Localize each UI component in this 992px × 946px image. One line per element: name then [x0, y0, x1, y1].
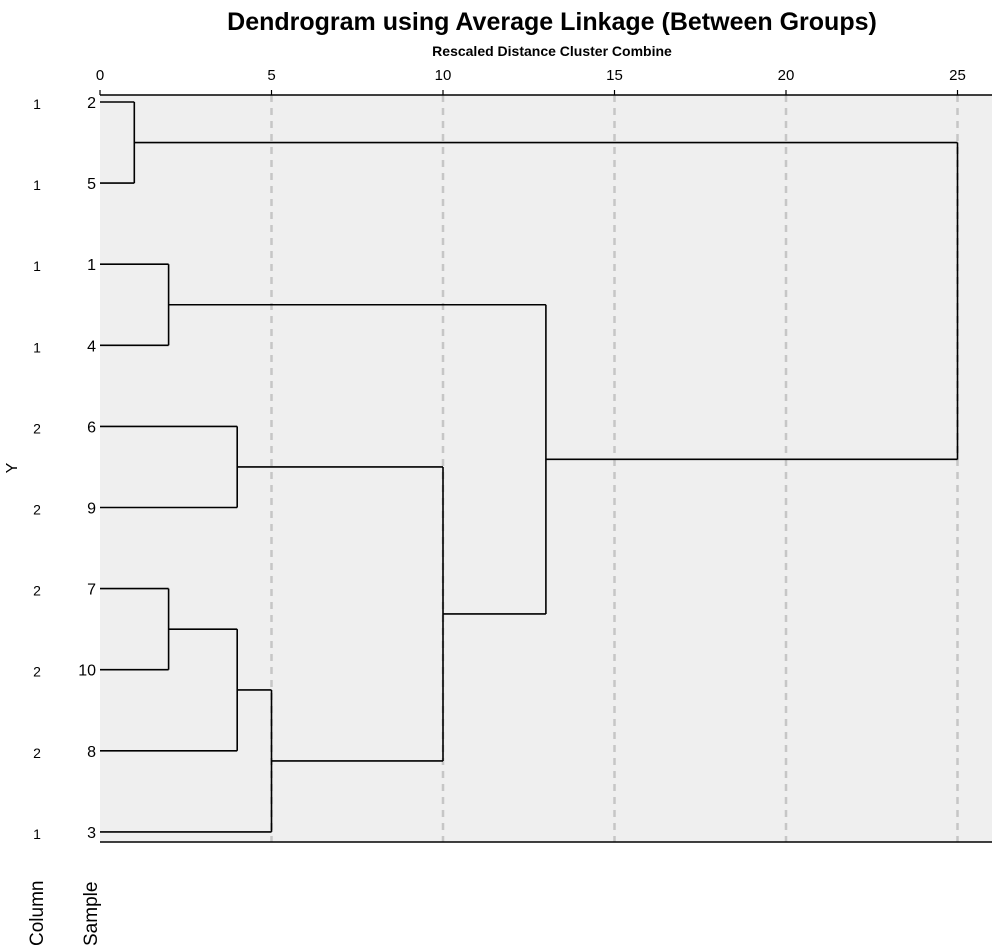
leaf-value-3: 1	[33, 826, 41, 842]
chart-title: Dendrogram using Average Linkage (Betwee…	[227, 8, 877, 36]
leaf-value-2: 1	[33, 96, 41, 112]
leaf-value-7: 2	[33, 583, 41, 599]
leaf-label-5: 5	[87, 176, 96, 193]
leaf-column-header: Sample	[81, 882, 102, 946]
leaf-label-2: 2	[87, 95, 96, 112]
leaf-label-10: 10	[78, 663, 96, 680]
x-axis-label: Rescaled Distance Cluster Combine	[432, 43, 672, 59]
leaf-value-8: 2	[33, 745, 41, 761]
value-column: 1 1 1 1 2 2 2 2 2 1	[33, 96, 41, 842]
leaf-value-5: 1	[33, 177, 41, 193]
leaf-label-8: 8	[87, 744, 96, 761]
leaf-value-9: 2	[33, 502, 41, 518]
leaf-label-6: 6	[87, 419, 96, 436]
leaf-label-3: 3	[87, 825, 96, 842]
leaf-value-6: 2	[33, 420, 41, 436]
tick-label-10: 10	[435, 67, 452, 84]
leaf-value-1: 1	[33, 258, 41, 274]
leaf-value-10: 2	[33, 664, 41, 680]
tick-label-20: 20	[778, 67, 795, 84]
tick-label-0: 0	[96, 67, 104, 84]
leaf-label-7: 7	[87, 582, 96, 599]
leaf-label-4: 4	[87, 338, 96, 355]
tick-label-25: 25	[949, 67, 966, 84]
leaf-label-1: 1	[87, 257, 96, 274]
leaf-labels: 2 5 1 4 6 9 7 10 8 3	[78, 95, 96, 842]
tick-label-5: 5	[267, 67, 275, 84]
tick-label-15: 15	[606, 67, 623, 84]
value-variable-label: Y	[4, 462, 21, 473]
leaf-label-9: 9	[87, 501, 96, 518]
value-column-header: Column	[27, 881, 48, 946]
leaf-value-4: 1	[33, 339, 41, 355]
x-axis-ticks: 0 5 10 15 20 25	[96, 67, 966, 95]
